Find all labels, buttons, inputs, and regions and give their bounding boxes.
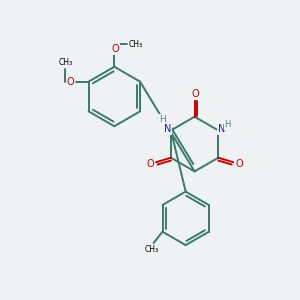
Text: O: O bbox=[112, 44, 119, 54]
Text: O: O bbox=[191, 89, 199, 99]
Text: O: O bbox=[146, 159, 154, 169]
Text: O: O bbox=[235, 159, 243, 169]
Text: H: H bbox=[225, 120, 231, 129]
Text: N: N bbox=[218, 124, 225, 134]
Text: CH₃: CH₃ bbox=[58, 58, 73, 67]
Text: CH₃: CH₃ bbox=[144, 245, 158, 254]
Text: CH₃: CH₃ bbox=[129, 40, 143, 49]
Text: O: O bbox=[66, 76, 74, 87]
Text: H: H bbox=[159, 115, 166, 124]
Text: N: N bbox=[164, 124, 172, 134]
